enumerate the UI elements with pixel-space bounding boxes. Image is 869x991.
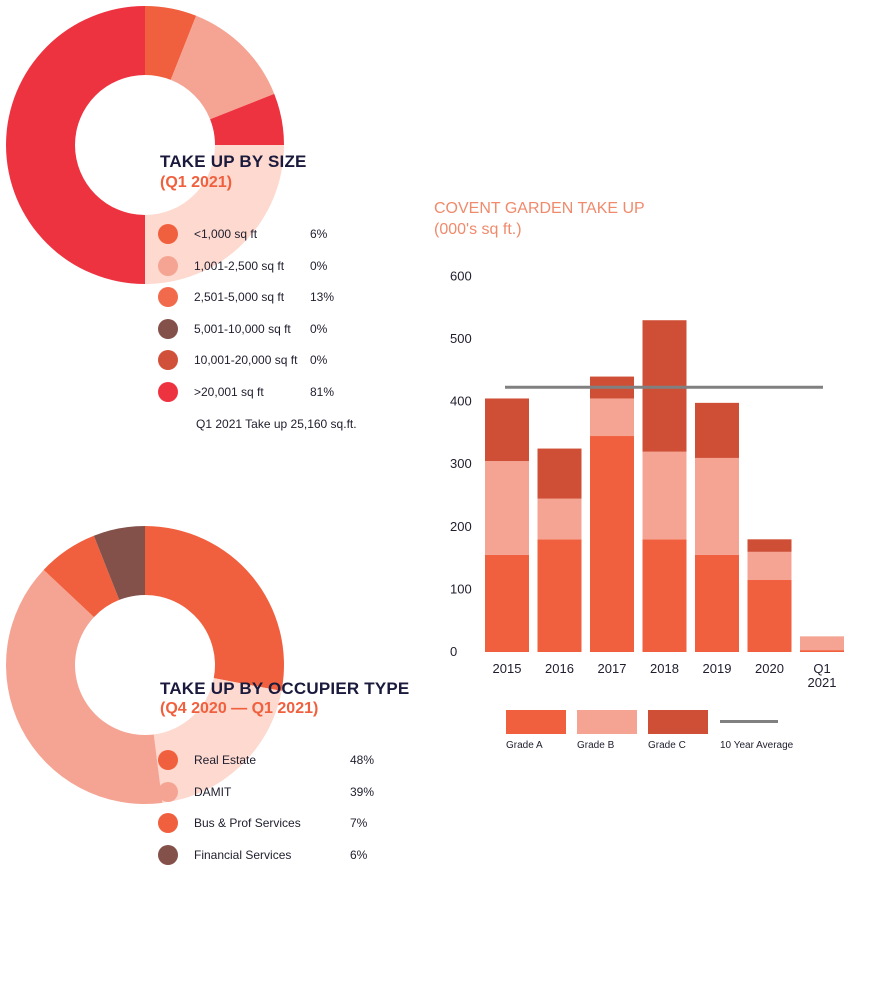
size-legend-swatch <box>158 350 178 370</box>
bar-grade-b <box>800 636 844 651</box>
size-legend-swatch <box>158 224 178 244</box>
occupier-legend-swatch <box>158 750 178 770</box>
y-tick-label: 500 <box>450 331 472 346</box>
size-legend-swatch <box>158 255 178 276</box>
occupier-donut-slice-1 <box>153 678 282 803</box>
occupier-legend-value: 48% <box>350 753 375 767</box>
occupier-legend-label: Bus & Prof Services <box>194 816 301 830</box>
x-tick-label: 2016 <box>545 661 574 676</box>
x-tick-label: 2018 <box>650 661 679 676</box>
bar-grade-a <box>642 539 687 652</box>
bar-grade-b <box>642 451 687 540</box>
occupier-legend-swatch <box>158 813 178 833</box>
bar-grade-c <box>537 448 582 499</box>
size-legend-value: 13% <box>310 290 335 304</box>
bar-grade-a <box>537 539 582 652</box>
bar-grade-b <box>747 551 792 581</box>
bar-legend-label: 10 Year Average <box>720 740 794 751</box>
occupier-legend-label: DAMIT <box>194 784 232 799</box>
bar-grade-c <box>485 398 529 462</box>
occupier-legend-swatch <box>158 781 178 802</box>
size-donut-slice-3 <box>145 145 284 284</box>
bar-grade-c <box>695 402 739 458</box>
bar-legend-swatch <box>506 710 566 734</box>
occupier-legend-label: Financial Services <box>194 847 292 862</box>
size-legend-label: <1,000 sq ft <box>194 227 258 241</box>
size-legend-label: >20,001 sq ft <box>194 384 264 399</box>
bar-legend-label: Grade A <box>506 740 543 751</box>
size-take-up-note: Q1 2021 Take up 25,160 sq.ft. <box>196 417 357 431</box>
size-legend-label: 2,501-5,000 sq ft <box>194 290 285 304</box>
occupier-legend-label: Real Estate <box>194 753 257 767</box>
size-legend-value: 0% <box>310 258 328 273</box>
occupier-legend-value: 39% <box>350 784 375 799</box>
size-legend-swatch <box>158 287 178 307</box>
bar-legend-swatch <box>577 710 637 734</box>
occupier-donut-slice-0 <box>145 526 284 692</box>
size-legend-label: 10,001-20,000 sq ft <box>194 353 298 367</box>
x-tick-label: 2015 <box>493 661 522 676</box>
occupier-donut-chart <box>5 526 284 804</box>
bar-grade-c <box>747 539 792 552</box>
size-legend-value: 0% <box>310 321 328 336</box>
occupier-donut-slice-2 <box>5 569 163 804</box>
bar-grade-a <box>695 554 739 652</box>
size-donut-slice-2 <box>210 93 284 145</box>
y-tick-label: 100 <box>450 581 472 596</box>
occupier-donut-slice-3 <box>43 535 120 618</box>
y-tick-label: 0 <box>450 644 457 659</box>
y-tick-label: 200 <box>450 519 472 534</box>
occupier-legend-swatch <box>158 844 178 865</box>
bar-grade-b <box>485 461 529 555</box>
x-tick-label: Q1 <box>813 661 830 676</box>
size-donut-title: TAKE UP BY SIZE <box>160 152 307 171</box>
x-tick-label: 2019 <box>703 661 732 676</box>
bar-chart-title: COVENT GARDEN TAKE UP <box>434 200 645 217</box>
occupier-legend-value: 7% <box>350 816 368 830</box>
size-legend-value: 6% <box>310 227 328 241</box>
x-tick-label: 2020 <box>755 661 784 676</box>
y-tick-label: 600 <box>450 268 472 283</box>
size-legend-value: 81% <box>310 384 335 399</box>
size-legend-swatch <box>158 381 178 402</box>
bar-legend-swatch <box>648 710 708 734</box>
bar-grade-b <box>695 457 739 555</box>
bar-legend-line-swatch <box>720 720 778 723</box>
size-legend-swatch <box>158 318 178 339</box>
x-tick-label: 2017 <box>598 661 627 676</box>
bar-legend-label: Grade B <box>577 740 615 751</box>
size-donut-subtitle: (Q1 2021) <box>160 174 233 191</box>
bar-grade-a <box>485 554 529 652</box>
size-donut-slice-1 <box>170 15 275 120</box>
occupier-legend-value: 6% <box>350 847 368 862</box>
size-legend-value: 0% <box>310 353 328 367</box>
size-legend-label: 1,001-2,500 sq ft <box>194 258 285 273</box>
size-donut-slice-4 <box>6 6 145 284</box>
bar-legend-label: Grade C <box>648 740 686 751</box>
x-tick-label: 2021 <box>808 675 837 690</box>
bar-chart-subtitle: (000's sq ft.) <box>434 221 522 238</box>
bar-grade-b <box>537 498 582 540</box>
occupier-donut-title: TAKE UP BY OCCUPIER TYPE <box>160 679 410 698</box>
size-legend-label: 5,001-10,000 sq ft <box>194 321 291 336</box>
take-up-bar-chart: 0 100 200 300 400 500 600 2015 2016 2017 2018 2019 2… <box>450 268 844 690</box>
bar-grade-b <box>590 398 634 437</box>
size-donut-slice-0 <box>145 6 197 80</box>
bar-grade-a <box>590 436 634 652</box>
y-tick-label: 300 <box>450 456 472 471</box>
bar-grade-a <box>800 650 844 652</box>
y-tick-label: 400 <box>450 394 472 409</box>
occupier-donut-slice-4 <box>93 526 145 600</box>
size-donut-chart <box>6 6 284 284</box>
occupier-donut-subtitle: (Q4 2020 — Q1 2021) <box>160 700 319 717</box>
bar-grade-a <box>747 580 792 652</box>
